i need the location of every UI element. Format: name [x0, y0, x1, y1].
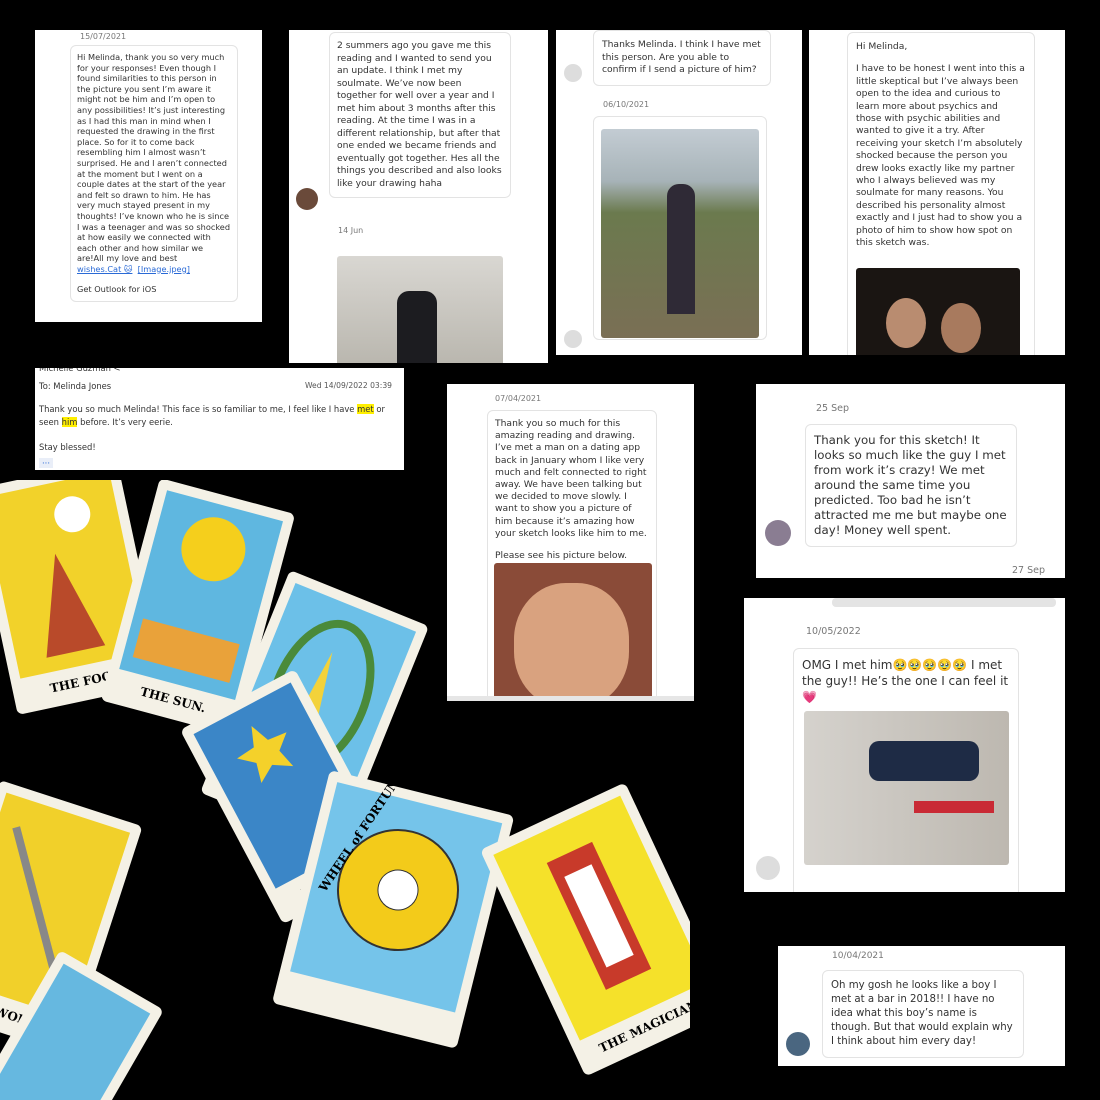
message-bubble: OMG I met him🥹🥹🥹🥹🥹 I met the guy!! He’s … [793, 648, 1019, 892]
message-panel: 2 summers ago you gave me this reading a… [289, 30, 548, 363]
highlight: met [357, 404, 374, 414]
card: THE FOOL. [0, 480, 164, 714]
date: 07/04/2021 [495, 394, 542, 403]
message: Oh my gosh he looks like a boy I met at … [831, 980, 1013, 1047]
card: WHEEL of FORTUNE. [273, 766, 514, 1048]
recipient: To: Melinda Jones [39, 381, 112, 391]
photo [856, 268, 1020, 355]
message: Thank you for this sketch! It looks so m… [814, 433, 1007, 537]
message-panel: 10/04/2021 Oh my gosh he looks like a bo… [778, 946, 1065, 1066]
sender: Michelle Guzman < [39, 368, 121, 373]
date: 10/05/2022 [806, 626, 861, 637]
message-panel: 15/07/2021 Hi Melinda, thank you so very… [35, 30, 262, 322]
message: I have to be honest I went into this a l… [856, 63, 1025, 249]
date: 15/07/2021 [80, 32, 127, 41]
note: Please see his picture below. [495, 550, 628, 562]
message: OMG I met him🥹🥹🥹🥹🥹 I met the guy!! He’s … [802, 658, 1009, 704]
link[interactable]: wishes.Cat 🐱 [77, 263, 133, 274]
avatar [786, 1032, 810, 1056]
avatar [564, 64, 582, 82]
message-bubble: Hi Melinda, thank you so very much for y… [70, 45, 238, 303]
photo [494, 563, 652, 701]
link[interactable]: [Image.jpeg] [137, 263, 190, 274]
date: 14 Jun [338, 226, 364, 235]
message-bubble: Hi Melinda, I have to be honest I went i… [847, 32, 1035, 355]
message-panel: Thanks Melinda. I think I have met this … [556, 30, 802, 355]
date: Wed 14/09/2022 03:39 [304, 381, 392, 390]
avatar [765, 520, 791, 546]
avatar [564, 330, 582, 348]
more-button[interactable]: ··· [39, 458, 53, 468]
text: or seen [39, 404, 385, 427]
date: 25 Sep [816, 403, 850, 414]
message-panel: 25 Sep Thank you for this sketch! It loo… [756, 384, 1065, 578]
message: Hi Melinda, thank you so very much for y… [77, 52, 231, 264]
card: WANDS. [0, 952, 162, 1100]
message-panel: Hi Melinda, I have to be honest I went i… [809, 30, 1065, 355]
date: 06/10/2021 [603, 100, 650, 109]
message: Thanks Melinda. I think I have met this … [602, 39, 761, 75]
footer: Get Outlook for iOS [77, 284, 157, 295]
text: before. It’s very eerie. [77, 416, 173, 427]
message: Thank you so much Melinda! This face is … [39, 403, 389, 428]
greeting: Hi Melinda, [856, 41, 908, 52]
message-bubble: Thank you so much for this amazing readi… [487, 410, 657, 701]
tarot-cards: THE FOOL. THE SUN. THE WORLD. THE STAR. … [0, 480, 690, 1100]
message-panel: 10/05/2022 OMG I met him🥹🥹🥹🥹🥹 I met the … [744, 598, 1065, 892]
closing: Stay blessed! [39, 442, 96, 452]
avatar [756, 856, 780, 880]
image-bubble [593, 116, 767, 340]
message: 2 summers ago you gave me this reading a… [337, 40, 502, 189]
date: 10/04/2021 [832, 951, 884, 961]
avatar [296, 188, 318, 210]
photo [337, 256, 503, 363]
message: Thank you so much for this amazing readi… [495, 418, 647, 539]
photo [804, 711, 1009, 865]
date: 27 Sep [1012, 565, 1046, 576]
message-bubble: Thank you for this sketch! It looks so m… [805, 424, 1017, 547]
text: Thank you so much Melinda! This face is … [39, 404, 358, 414]
message-bubble: 2 summers ago you gave me this reading a… [329, 32, 511, 198]
message-panel: 07/04/2021 Thank you so much for this am… [447, 384, 694, 701]
highlight: him [61, 416, 78, 427]
message-bubble: Thanks Melinda. I think I have met this … [593, 30, 771, 86]
message-bubble: Oh my gosh he looks like a boy I met at … [822, 970, 1024, 1058]
email-panel: Michelle Guzman < To: Melinda Jones Wed … [35, 368, 404, 470]
photo [601, 129, 759, 338]
card: THE SUN. [101, 480, 294, 736]
